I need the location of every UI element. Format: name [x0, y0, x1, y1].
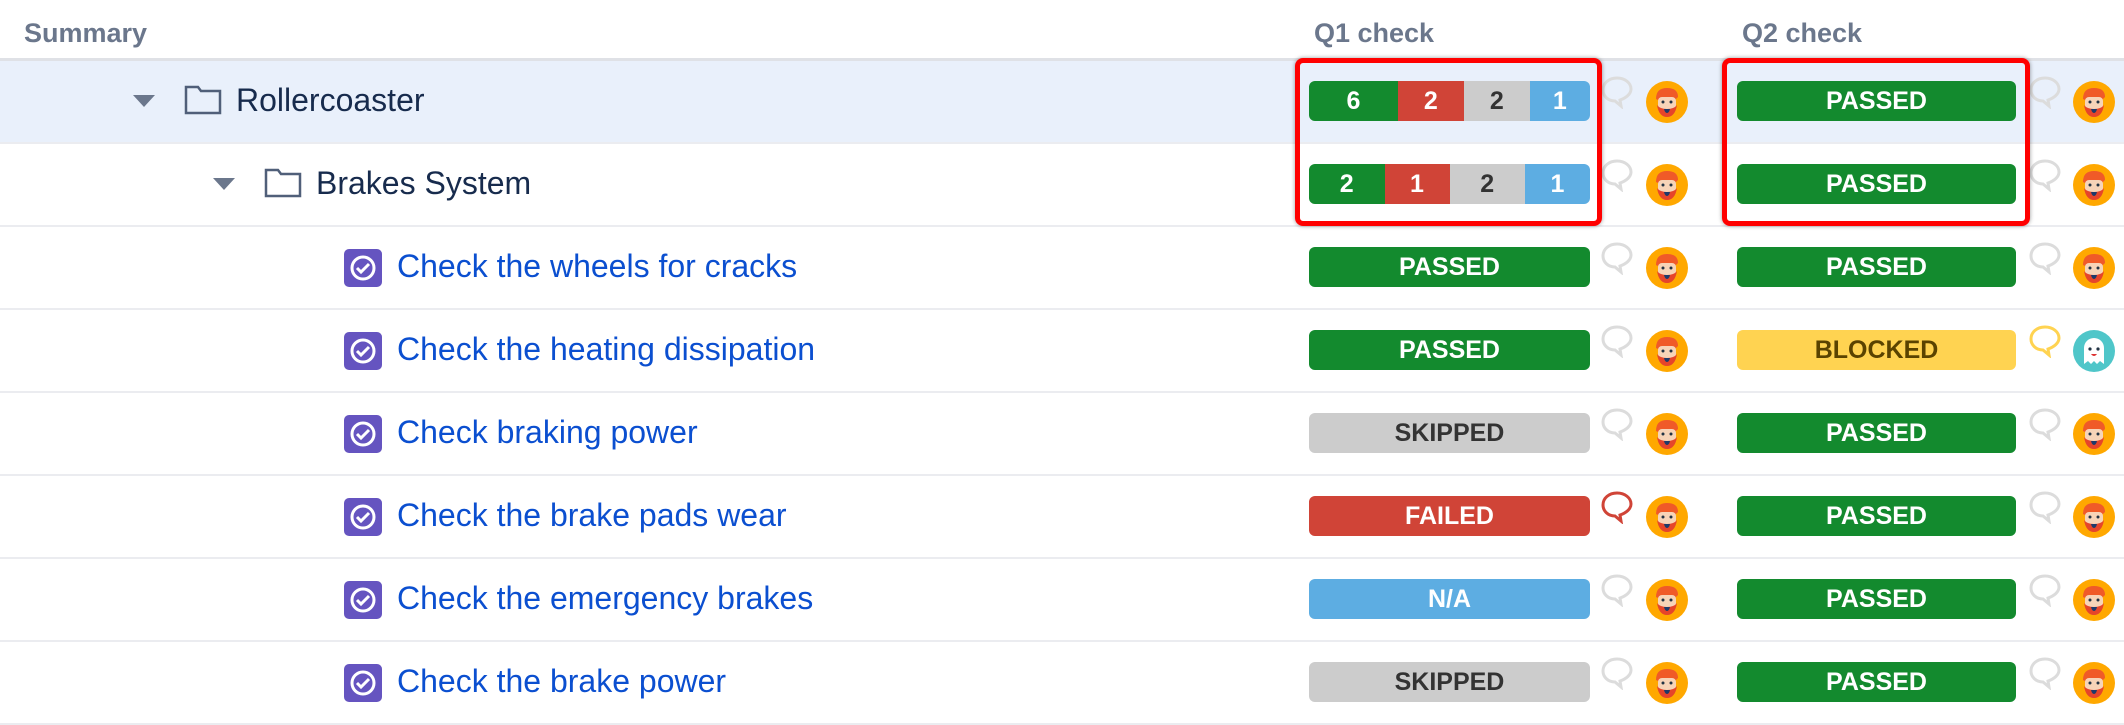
test-row[interactable]: Check the brake power SKIPPED PASSED — [0, 642, 2124, 725]
test-case-icon — [344, 332, 382, 370]
q1-status-badge[interactable]: PASSED — [1309, 247, 1590, 287]
comment-icon[interactable] — [2028, 241, 2062, 276]
assignee-avatar[interactable] — [1646, 247, 1688, 289]
assignee-avatar[interactable] — [2073, 413, 2115, 455]
test-case-link[interactable]: Check the wheels for cracks — [397, 248, 798, 284]
column-header-q2-check[interactable]: Q2 check — [1742, 18, 1863, 48]
assignee-avatar[interactable] — [2073, 81, 2115, 123]
q2-status-badge[interactable]: PASSED — [1737, 247, 2016, 287]
folder-title[interactable]: Rollercoaster — [236, 82, 425, 118]
q2-status-badge[interactable]: PASSED — [1737, 662, 2016, 702]
status-segment-failed[interactable]: 1 — [1384, 164, 1450, 204]
comment-icon[interactable] — [2028, 75, 2062, 110]
test-row[interactable]: Check the emergency brakes N/A PASSED — [0, 559, 2124, 642]
comment-icon[interactable] — [2028, 573, 2062, 608]
assignee-avatar[interactable] — [2073, 496, 2115, 538]
assignee-avatar[interactable] — [2073, 330, 2115, 372]
column-header-summary[interactable]: Summary — [24, 18, 148, 48]
folder-row[interactable]: Rollercoaster 6 2 2 1 PASSED — [0, 61, 2124, 144]
assignee-avatar[interactable] — [2073, 247, 2115, 289]
test-case-icon — [344, 664, 382, 702]
q1-status-badge[interactable]: N/A — [1309, 579, 1590, 619]
status-segment-passed[interactable]: 2 — [1309, 164, 1385, 204]
test-row[interactable]: Check the wheels for cracks PASSED PASSED — [0, 227, 2124, 310]
assignee-avatar[interactable] — [1646, 413, 1688, 455]
assignee-avatar[interactable] — [2073, 662, 2115, 704]
test-case-link[interactable]: Check the emergency brakes — [397, 580, 814, 616]
status-segment-skipped[interactable]: 2 — [1463, 81, 1530, 121]
table-header: Summary Q1 check Q2 check — [0, 0, 2124, 61]
q2-status-badge[interactable]: PASSED — [1737, 413, 2016, 453]
q2-status-badge[interactable]: BLOCKED — [1737, 330, 2016, 370]
q1-status-badge[interactable]: FAILED — [1309, 496, 1590, 536]
status-segment-na[interactable]: 1 — [1529, 81, 1590, 121]
comment-icon[interactable] — [1600, 241, 1634, 276]
comment-icon[interactable] — [1600, 158, 1634, 193]
q2-status-badge[interactable]: PASSED — [1737, 164, 2016, 204]
comment-icon[interactable] — [1600, 75, 1634, 110]
q1-status-badge[interactable]: SKIPPED — [1309, 662, 1590, 702]
test-row[interactable]: Check the brake pads wear FAILED PASSED — [0, 476, 2124, 559]
comment-icon[interactable] — [2028, 656, 2062, 691]
status-segment-na[interactable]: 1 — [1525, 164, 1590, 204]
test-case-link[interactable]: Check the brake power — [397, 663, 727, 699]
test-row[interactable]: Check the heating dissipation PASSED BLOCK… — [0, 310, 2124, 393]
highlight-box-q1 — [1295, 58, 1602, 226]
test-row[interactable]: Check braking power SKIPPED PASSED — [0, 393, 2124, 476]
assignee-avatar[interactable] — [1646, 81, 1688, 123]
collapse-caret-icon[interactable] — [213, 178, 235, 190]
comment-icon[interactable] — [1600, 656, 1634, 691]
assignee-avatar[interactable] — [1646, 662, 1688, 704]
comment-icon[interactable] — [1600, 573, 1634, 608]
comment-icon[interactable] — [2028, 407, 2062, 442]
status-segment-failed[interactable]: 2 — [1397, 81, 1464, 121]
test-case-icon — [344, 415, 382, 453]
q2-status-badge[interactable]: PASSED — [1737, 579, 2016, 619]
q1-status-badge[interactable]: PASSED — [1309, 330, 1590, 370]
assignee-avatar[interactable] — [2073, 164, 2115, 206]
test-case-icon — [344, 249, 382, 287]
status-segment-skipped[interactable]: 2 — [1449, 164, 1525, 204]
test-case-link[interactable]: Check the brake pads wear — [397, 497, 787, 533]
assignee-avatar[interactable] — [1646, 164, 1688, 206]
q2-status-badge[interactable]: PASSED — [1737, 81, 2016, 121]
highlight-box-q2 — [1722, 58, 2030, 226]
comment-icon[interactable] — [2028, 490, 2062, 525]
comment-icon[interactable] — [1600, 490, 1634, 525]
folder-icon — [184, 85, 222, 115]
test-case-icon — [344, 581, 382, 619]
collapse-caret-icon[interactable] — [133, 95, 155, 107]
comment-icon[interactable] — [1600, 407, 1634, 442]
assignee-avatar[interactable] — [2073, 579, 2115, 621]
comment-icon[interactable] — [2028, 158, 2062, 193]
q2-status-badge[interactable]: PASSED — [1737, 496, 2016, 536]
folder-title[interactable]: Brakes System — [316, 165, 532, 201]
comment-icon[interactable] — [2028, 324, 2062, 359]
test-case-link[interactable]: Check the heating dissipation — [397, 331, 816, 367]
test-case-link[interactable]: Check braking power — [397, 414, 698, 450]
folder-icon — [264, 168, 302, 198]
comment-icon[interactable] — [1600, 324, 1634, 359]
assignee-avatar[interactable] — [1646, 579, 1688, 621]
q1-status-badge[interactable]: SKIPPED — [1309, 413, 1590, 453]
status-segment-passed[interactable]: 6 — [1309, 81, 1398, 121]
test-case-icon — [344, 498, 382, 536]
assignee-avatar[interactable] — [1646, 496, 1688, 538]
column-header-q1-check[interactable]: Q1 check — [1314, 18, 1435, 48]
assignee-avatar[interactable] — [1646, 330, 1688, 372]
folder-row[interactable]: Brakes System 2 1 2 1 PASSED — [0, 144, 2124, 227]
